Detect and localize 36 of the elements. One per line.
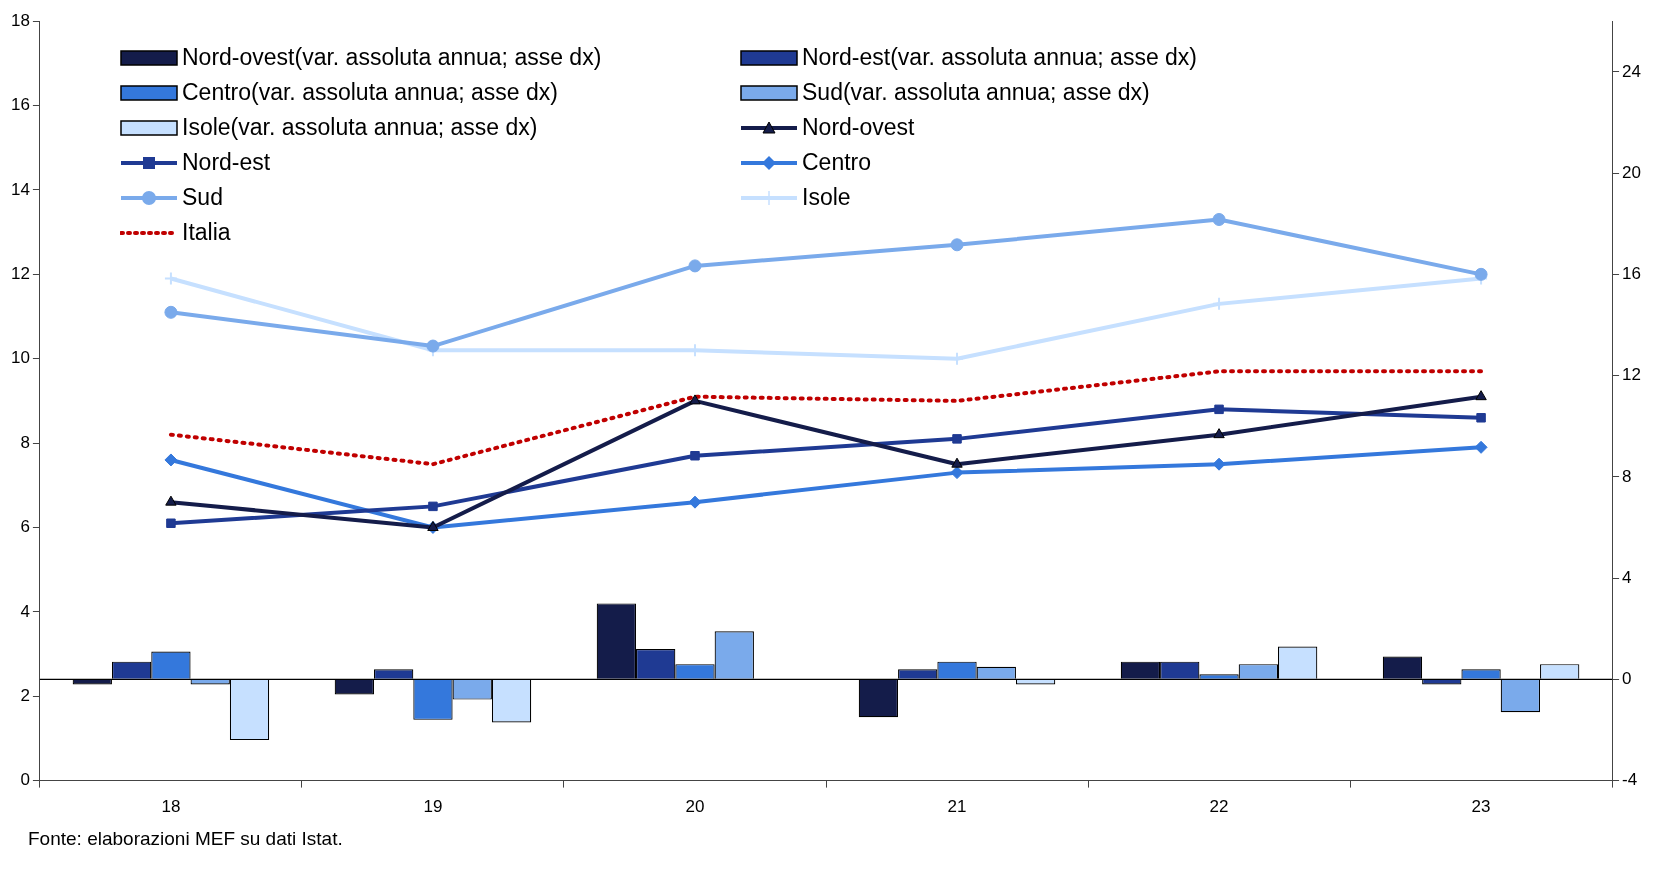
x-tick-label: 21 [947,797,967,817]
y-tick-label: 4 [20,601,30,621]
y2-tick-label: 4 [1622,567,1632,587]
y-tick-label: 8 [20,432,30,452]
legend-label: Isole [802,184,851,211]
y2-tick-label: 8 [1622,466,1632,486]
legend-label: Nord-est(var. assoluta annua; asse dx) [802,44,1198,71]
y2-tick-label: 0 [1622,669,1632,689]
legend-label: Nord-est [182,149,271,176]
y2-tick-label: 12 [1622,365,1642,385]
y-tick-label: 12 [10,264,30,284]
y-tick-label: 2 [20,685,30,705]
y-tick-label: 0 [20,770,30,790]
x-tick-label: 22 [1209,797,1229,817]
y2-tick-label: 24 [1622,61,1642,81]
legend-label: Isole(var. assoluta annua; asse dx) [182,114,538,141]
x-tick-label: 18 [161,797,181,817]
legend-label: Italia [182,219,231,246]
x-tick-label: 20 [685,797,705,817]
y-tick-label: 16 [10,95,30,115]
legend-label: Nord-ovest [802,114,915,141]
y2-tick-label: 16 [1622,264,1642,284]
x-tick-label: 19 [423,797,443,817]
source-note: Fonte: elaborazioni MEF su dati Istat. [28,828,344,850]
x-tick-label: 23 [1471,797,1491,817]
y-tick-label: 10 [10,348,30,368]
y2-tick-label: 20 [1622,162,1642,182]
legend-label: Centro [802,149,872,176]
legend-label: Sud(var. assoluta annua; asse dx) [802,79,1150,106]
y-tick-label: 14 [10,179,30,199]
y-tick-label: 18 [10,10,30,30]
y-tick-label: 6 [20,517,30,537]
legend-label: Nord-ovest(var. assoluta annua; asse dx) [182,44,602,71]
y2-tick-label: -4 [1622,770,1638,790]
legend-label: Sud [182,184,223,211]
legend-label: Centro(var. assoluta annua; asse dx) [182,79,558,106]
